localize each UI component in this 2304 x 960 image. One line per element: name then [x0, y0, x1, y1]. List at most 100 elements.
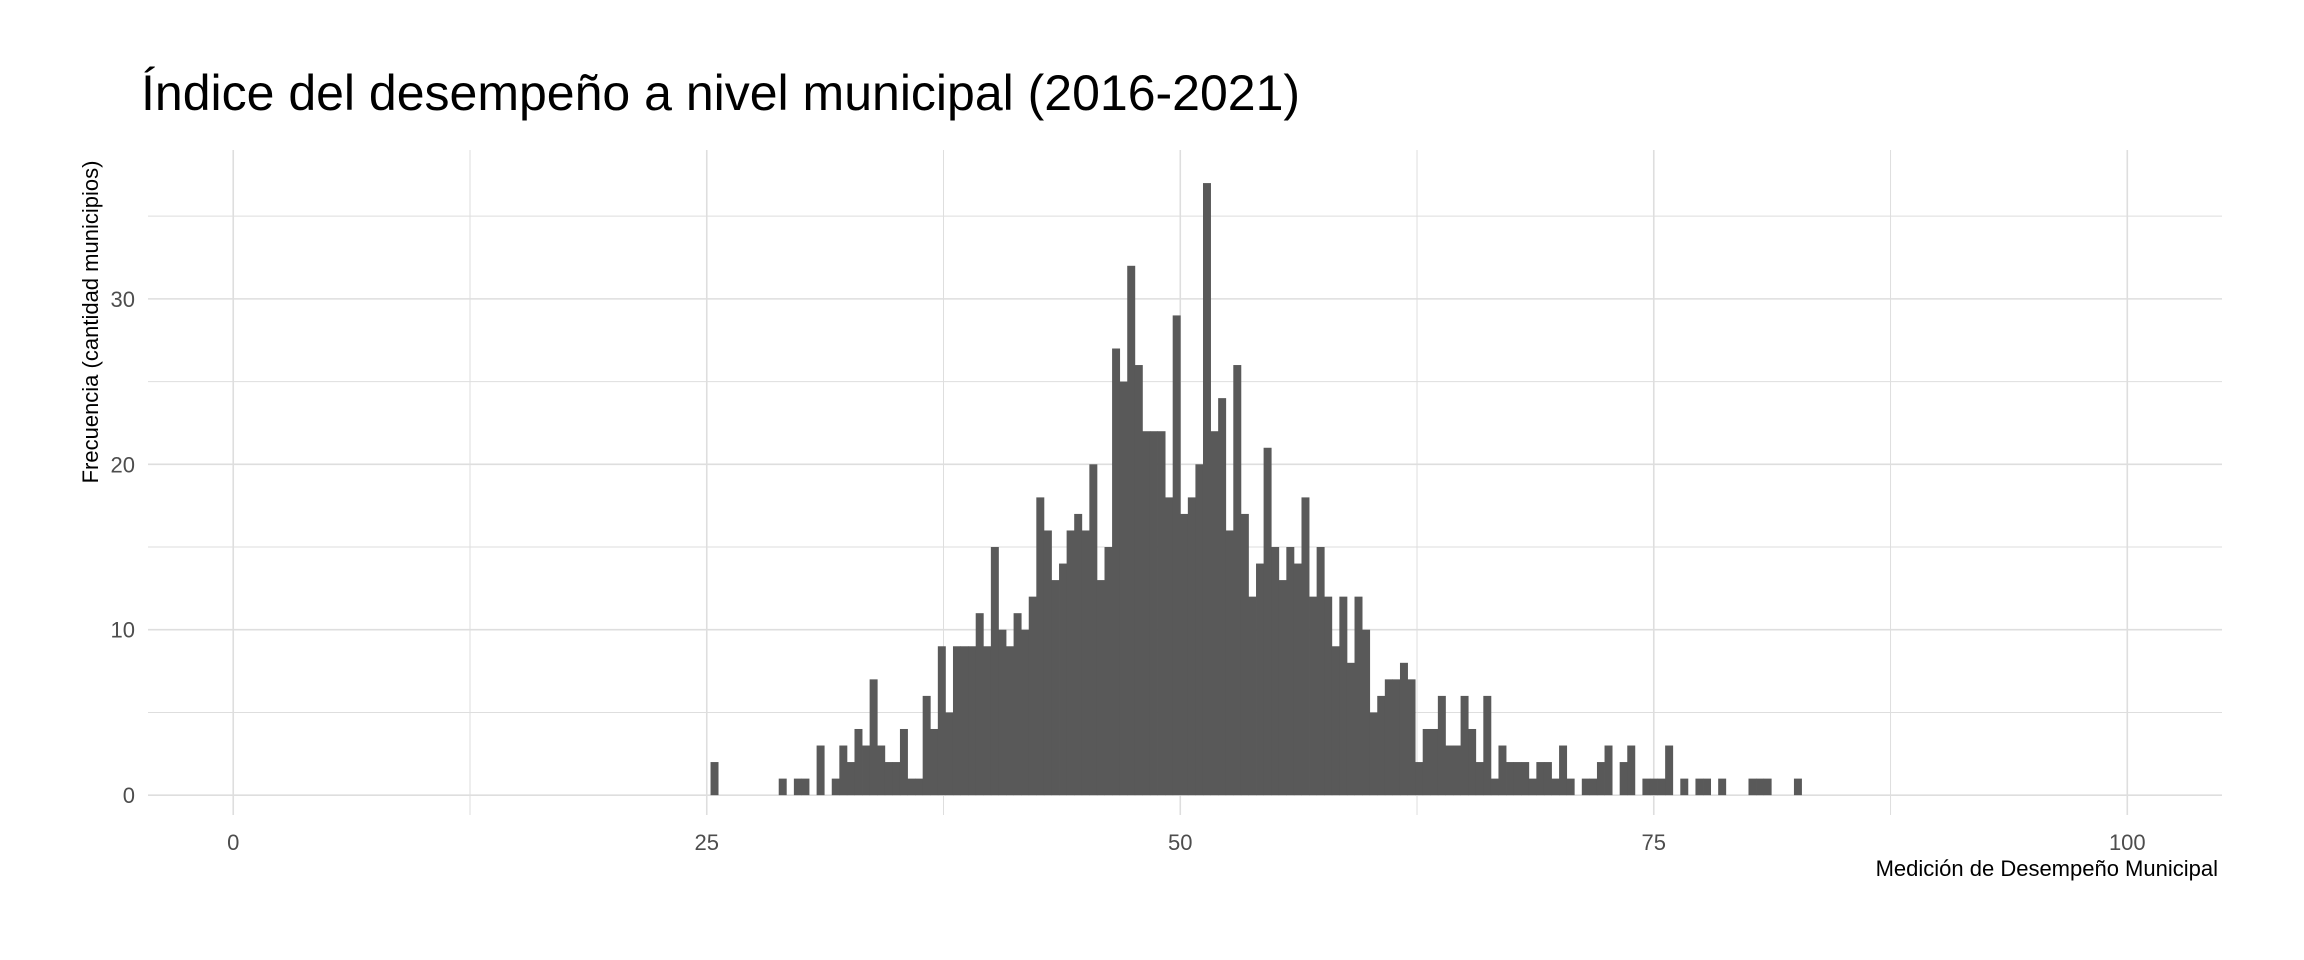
histogram-bar — [945, 712, 954, 796]
histogram-bar — [1006, 646, 1014, 796]
histogram-bar — [907, 778, 916, 796]
histogram-bar — [1081, 530, 1090, 796]
histogram-bar — [1362, 629, 1371, 796]
x-tick-label: 0 — [227, 830, 239, 855]
histogram-bar — [1240, 513, 1249, 796]
histogram-bar — [1309, 596, 1318, 796]
histogram-bar — [1543, 762, 1552, 796]
histogram-bar — [1695, 778, 1704, 796]
histogram-bar — [1604, 745, 1613, 796]
histogram-bar — [1680, 778, 1689, 796]
histogram-bar — [1112, 348, 1121, 796]
histogram-bar — [1513, 762, 1522, 796]
histogram-bar — [1475, 762, 1484, 796]
histogram-bar — [1331, 646, 1340, 796]
x-axis-ticks: 0 25 50 75 100 — [227, 830, 2146, 855]
histogram-bar — [1172, 315, 1181, 796]
histogram-bar — [839, 745, 848, 796]
histogram-bar — [1119, 381, 1128, 796]
x-tick-label: 25 — [695, 830, 719, 855]
y-tick-label: 30 — [111, 287, 135, 312]
histogram-bar — [1263, 447, 1272, 796]
x-axis-title: Medición de Desempeño Municipal — [1876, 856, 2218, 881]
histogram-bar — [1453, 745, 1461, 796]
histogram-bar — [1490, 778, 1499, 796]
histogram-bar — [1718, 778, 1727, 796]
histogram-bar — [1218, 398, 1227, 796]
histogram-bar — [1316, 547, 1325, 796]
histogram-bar — [1066, 530, 1075, 796]
histogram-bar — [1763, 778, 1772, 796]
histogram-bar — [1756, 778, 1765, 796]
histogram-bar — [1589, 778, 1598, 796]
histogram-bar — [831, 778, 840, 796]
histogram-bar — [1468, 728, 1477, 796]
histogram-bar — [816, 745, 825, 796]
histogram-bar — [1059, 563, 1068, 796]
histogram-bar — [1028, 596, 1037, 796]
histogram-bar — [1089, 464, 1098, 796]
histogram-bar — [1581, 778, 1590, 796]
histogram-bar — [778, 778, 787, 796]
histogram-bar — [1036, 497, 1045, 796]
histogram-bar — [1293, 563, 1302, 796]
histogram-bar — [1483, 695, 1492, 796]
histogram-bar — [1793, 778, 1802, 796]
histogram-bar — [1187, 497, 1196, 796]
histogram-bar — [915, 778, 924, 796]
y-axis-ticks: 0 10 20 30 — [111, 287, 135, 808]
histogram-bar — [1096, 580, 1105, 796]
histogram-bar — [1415, 762, 1424, 796]
histogram-bar — [1180, 513, 1189, 796]
histogram-bar — [1127, 265, 1136, 796]
histogram-bar — [1051, 580, 1060, 796]
histogram-bar — [1210, 431, 1219, 796]
histogram-bar — [960, 646, 969, 796]
histogram-bar — [1399, 662, 1408, 796]
histogram-bar — [854, 728, 863, 796]
histogram-bar — [1278, 580, 1287, 796]
chart-title: Índice del desempeño a nivel municipal (… — [141, 65, 1301, 121]
histogram-bar — [846, 762, 855, 796]
histogram-bar — [922, 695, 931, 796]
histogram-bar — [1422, 728, 1431, 796]
histogram-bar — [937, 646, 946, 796]
histogram-bar — [1225, 530, 1234, 796]
histogram-bar — [1559, 745, 1568, 796]
histogram-bar — [877, 745, 886, 796]
histogram-bars — [710, 183, 1802, 796]
histogram-bar — [1430, 728, 1439, 796]
histogram-bar — [1271, 547, 1280, 796]
histogram-bar — [1248, 596, 1257, 796]
histogram-bar — [1346, 662, 1355, 796]
histogram-bar — [1142, 431, 1151, 796]
histogram-bar — [862, 745, 871, 796]
histogram-bar — [1392, 679, 1401, 796]
histogram-bar — [1369, 712, 1378, 796]
histogram-bar — [1528, 778, 1537, 796]
histogram-bar — [1043, 530, 1052, 796]
histogram-bar — [884, 762, 893, 796]
histogram-bar — [983, 646, 992, 796]
histogram-bar — [1233, 365, 1242, 796]
y-tick-label: 20 — [111, 452, 135, 477]
histogram-bar — [1649, 778, 1658, 796]
histogram-bar — [1460, 695, 1469, 796]
histogram-bar — [1536, 762, 1545, 796]
histogram-bar — [1407, 679, 1416, 796]
histogram-bar — [1286, 547, 1295, 796]
histogram-bar — [1498, 745, 1507, 796]
histogram-bar — [1703, 778, 1712, 796]
histogram-bar — [952, 646, 961, 796]
histogram-bar — [1619, 762, 1628, 796]
histogram-bar — [1104, 547, 1113, 796]
histogram-bar — [1074, 513, 1083, 796]
histogram-bar — [998, 629, 1007, 796]
histogram-bar — [1596, 762, 1605, 796]
histogram-bar — [1384, 679, 1393, 796]
histogram-bar — [1149, 431, 1158, 796]
histogram-bar — [1445, 745, 1454, 796]
histogram-bar — [1013, 613, 1022, 796]
histogram-bar — [710, 762, 719, 796]
